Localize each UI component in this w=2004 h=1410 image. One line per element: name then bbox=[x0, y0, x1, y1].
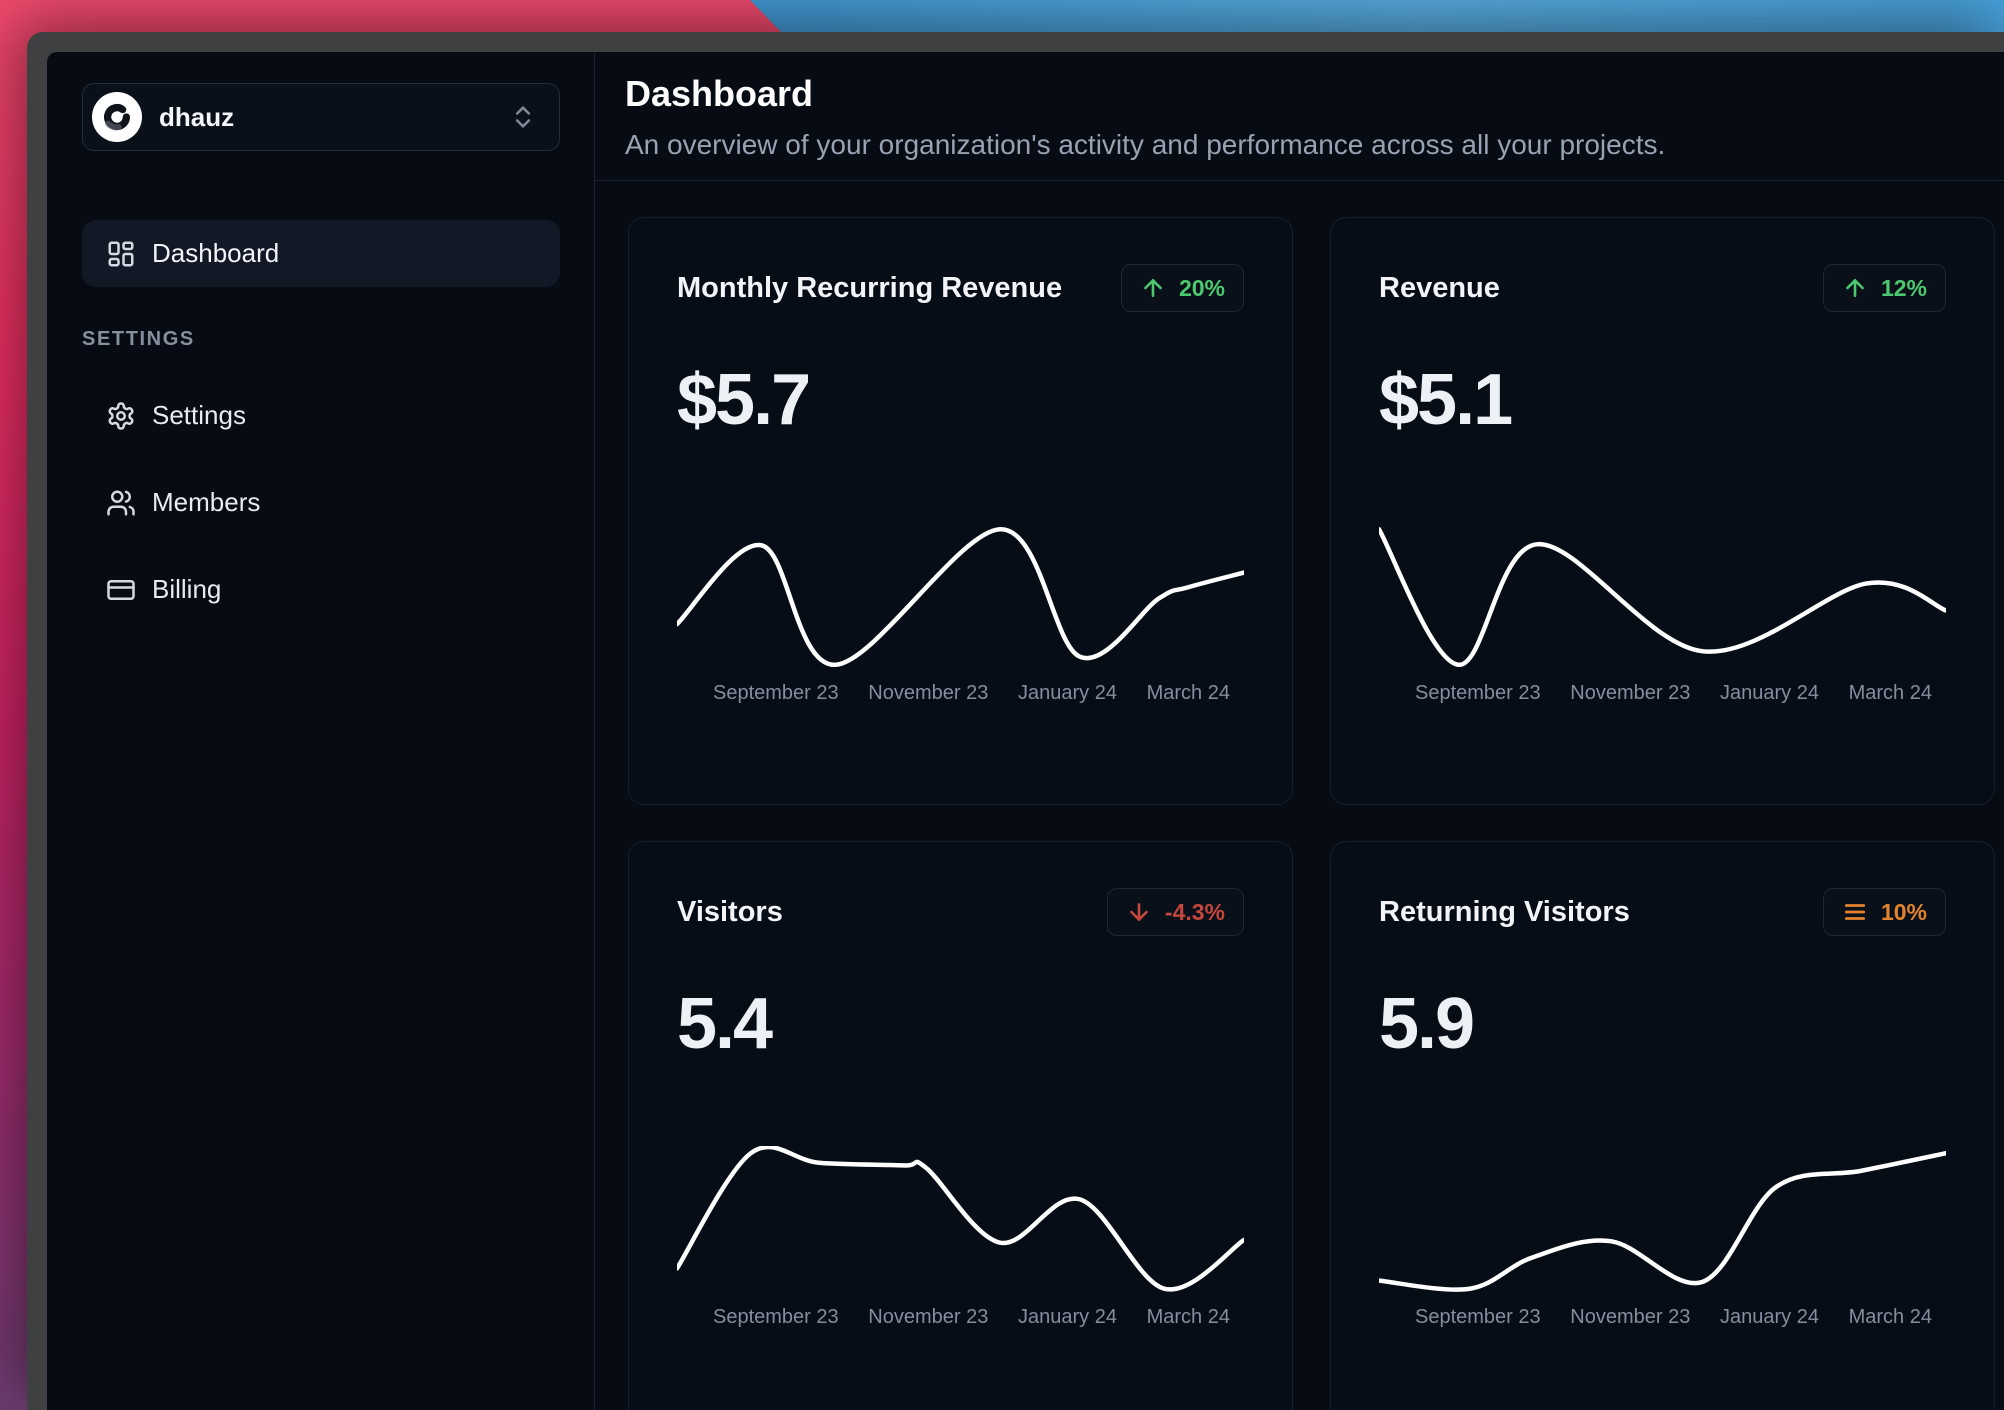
sidebar-nav: Dashboard SETTINGS Settings bbox=[82, 220, 560, 623]
x-axis-labels: September 23 November 23 January 24 Marc… bbox=[1379, 1306, 1946, 1329]
x-tick: January 24 bbox=[1719, 1306, 1819, 1328]
visitors-line-chart: September 23 November 23 January 24 Marc… bbox=[677, 1146, 1244, 1329]
arrow-up-icon bbox=[1140, 275, 1166, 301]
card-header: Revenue 12% bbox=[1379, 264, 1946, 312]
app-content: dhauz bbox=[47, 52, 2004, 1410]
sidebar-item-settings[interactable]: Settings bbox=[82, 382, 560, 449]
x-axis-labels: September 23 November 23 January 24 Marc… bbox=[677, 682, 1244, 705]
sidebar-item-billing[interactable]: Billing bbox=[82, 556, 560, 623]
card-title: Revenue bbox=[1379, 271, 1500, 304]
card-title: Visitors bbox=[677, 895, 783, 928]
trend-badge: 12% bbox=[1822, 264, 1946, 312]
x-tick: November 23 bbox=[868, 682, 989, 704]
metric-value: 5.4 bbox=[677, 984, 773, 1064]
mrr-line-chart: September 23 November 23 January 24 Marc… bbox=[677, 522, 1244, 705]
gear-icon bbox=[106, 401, 136, 431]
card-title: Returning Visitors bbox=[1379, 895, 1630, 928]
x-tick: January 24 bbox=[1719, 682, 1819, 704]
card-returning-visitors: Returning Visitors 10% 5.9 September 23 bbox=[1330, 841, 1995, 1410]
trend-badge: -4.3% bbox=[1106, 888, 1244, 936]
sidebar-item-label: Members bbox=[152, 487, 261, 517]
trend-value: -4.3% bbox=[1164, 898, 1225, 925]
x-tick: March 24 bbox=[1146, 1306, 1230, 1328]
x-tick: March 24 bbox=[1848, 1306, 1932, 1328]
x-tick: March 24 bbox=[1146, 682, 1230, 704]
x-axis-labels: September 23 November 23 January 24 Marc… bbox=[1379, 682, 1946, 705]
chevrons-up-down-icon bbox=[509, 103, 537, 131]
card-header: Visitors -4.3% bbox=[677, 888, 1244, 936]
card-visitors: Visitors -4.3% 5.4 September 23 Novem bbox=[628, 841, 1293, 1410]
x-tick: September 23 bbox=[713, 1306, 839, 1328]
metric-value: $5.1 bbox=[1379, 360, 1513, 440]
main-area: Dashboard An overview of your organizati… bbox=[595, 52, 2004, 1410]
card-revenue: Revenue 12% $5.1 September 23 Novembe bbox=[1330, 217, 1995, 805]
x-tick: November 23 bbox=[868, 1306, 989, 1328]
arrow-down-icon bbox=[1126, 899, 1152, 925]
page-header: Dashboard An overview of your organizati… bbox=[595, 52, 2004, 181]
workspace-selector[interactable]: dhauz bbox=[82, 83, 560, 151]
credit-card-icon bbox=[106, 575, 136, 605]
x-tick: January 24 bbox=[1017, 682, 1117, 704]
x-tick: March 24 bbox=[1848, 682, 1932, 704]
trend-value: 12% bbox=[1880, 274, 1927, 301]
arrow-up-icon bbox=[1842, 275, 1868, 301]
sidebar: dhauz bbox=[47, 52, 595, 1410]
x-tick: September 23 bbox=[1415, 682, 1541, 704]
dhauz-logo-icon bbox=[92, 92, 142, 142]
returning-visitors-line-chart: September 23 November 23 January 24 Marc… bbox=[1379, 1146, 1946, 1329]
trend-value: 10% bbox=[1880, 898, 1927, 925]
sidebar-item-dashboard[interactable]: Dashboard bbox=[82, 220, 560, 287]
sidebar-item-members[interactable]: Members bbox=[82, 469, 560, 536]
card-title: Monthly Recurring Revenue bbox=[677, 271, 1063, 304]
trend-badge: 20% bbox=[1120, 264, 1244, 312]
page-title: Dashboard bbox=[625, 73, 814, 114]
align-justify-icon bbox=[1842, 899, 1868, 925]
card-header: Returning Visitors 10% bbox=[1379, 888, 1946, 936]
trend-badge: 10% bbox=[1822, 888, 1946, 936]
x-tick: January 24 bbox=[1017, 1306, 1117, 1328]
sidebar-section-settings: SETTINGS bbox=[82, 328, 195, 350]
page-subtitle: An overview of your organization's activ… bbox=[625, 129, 1666, 160]
sidebar-item-label: Dashboard bbox=[152, 238, 280, 268]
revenue-line-chart: September 23 November 23 January 24 Marc… bbox=[1379, 522, 1946, 705]
card-header: Monthly Recurring Revenue 20% bbox=[677, 264, 1244, 312]
sidebar-item-label: Settings bbox=[152, 400, 246, 430]
metric-cards-grid: Monthly Recurring Revenue 20% $5.7 Septe… bbox=[595, 181, 2004, 1410]
metric-value: $5.7 bbox=[677, 360, 811, 440]
sidebar-item-label: Billing bbox=[152, 574, 222, 604]
dashboard-grid-icon bbox=[106, 239, 136, 269]
card-monthly-recurring-revenue: Monthly Recurring Revenue 20% $5.7 Septe… bbox=[628, 217, 1293, 805]
workspace-name: dhauz bbox=[159, 101, 235, 132]
x-tick: September 23 bbox=[713, 682, 839, 704]
x-axis-labels: September 23 November 23 January 24 Marc… bbox=[677, 1306, 1244, 1329]
x-tick: September 23 bbox=[1415, 1306, 1541, 1328]
metric-value: 5.9 bbox=[1379, 984, 1475, 1064]
x-tick: November 23 bbox=[1570, 1306, 1691, 1328]
users-icon bbox=[106, 488, 136, 518]
app-window: dhauz bbox=[27, 32, 2004, 1410]
x-tick: November 23 bbox=[1570, 682, 1691, 704]
trend-value: 20% bbox=[1178, 274, 1225, 301]
